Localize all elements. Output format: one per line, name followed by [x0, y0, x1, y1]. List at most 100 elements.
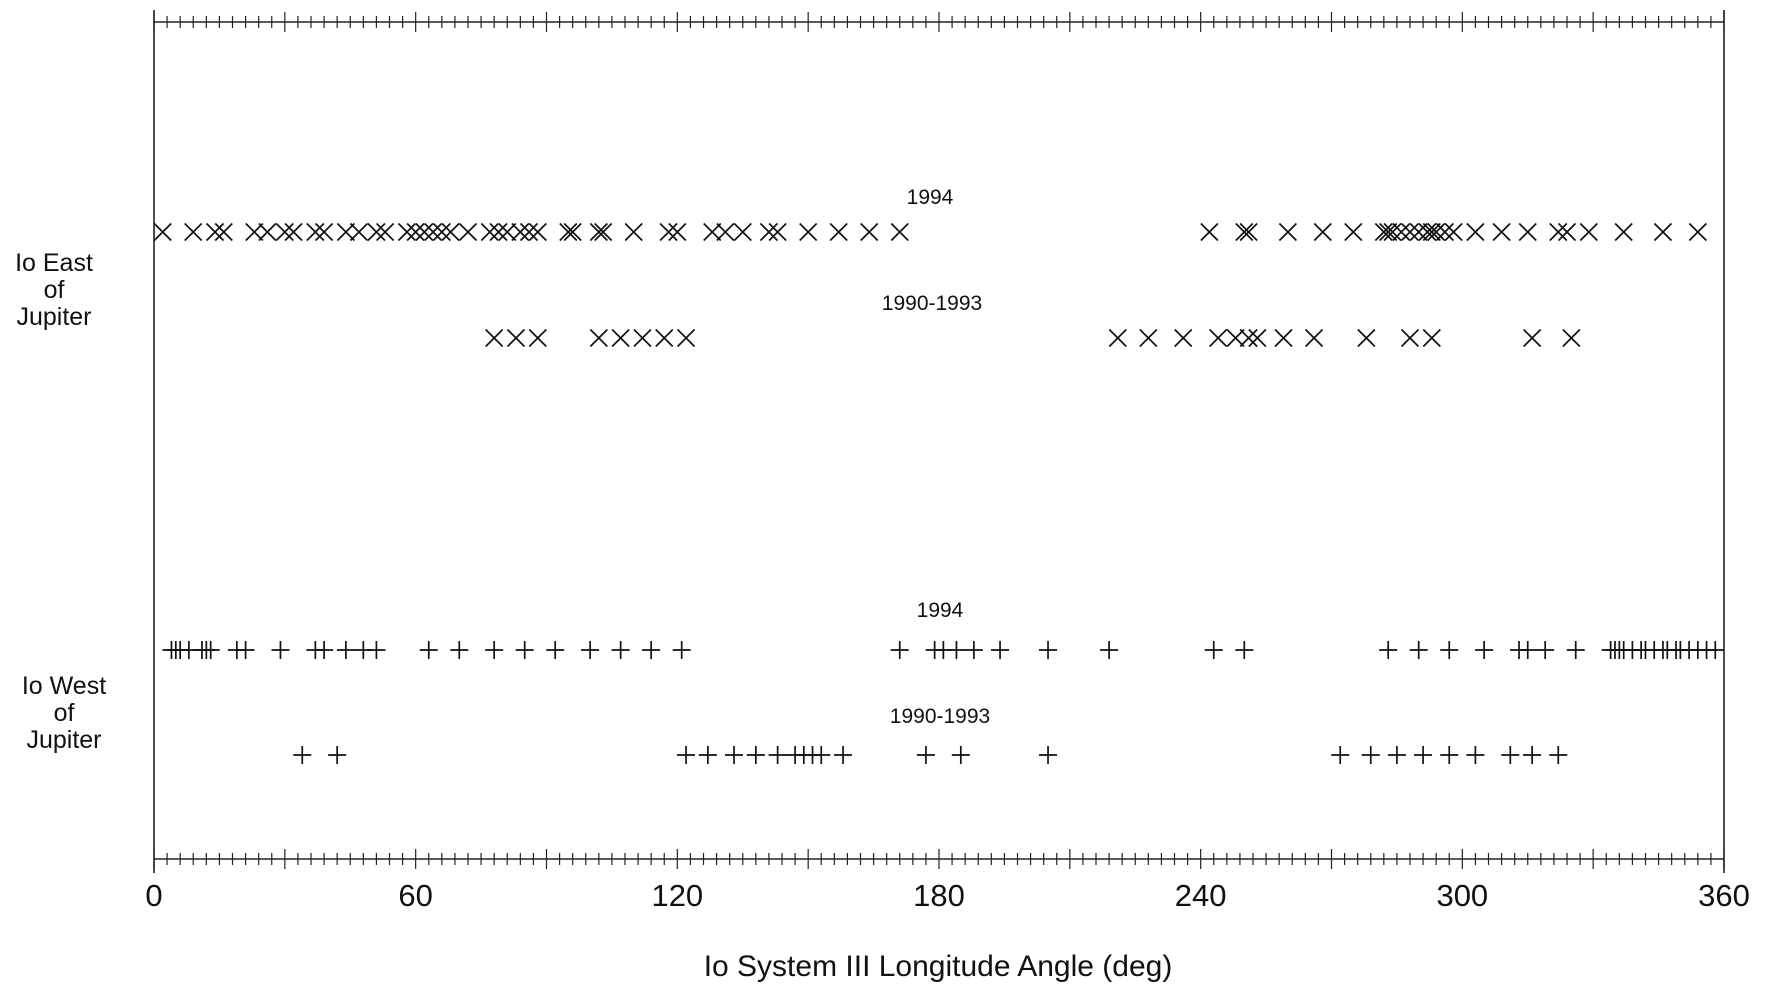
plus-marker [812, 746, 831, 764]
x-marker [432, 222, 451, 242]
x-axis-label: Io System III Longitude Angle (deg) [704, 950, 1173, 983]
x-marker [624, 222, 643, 242]
x-marker [589, 222, 608, 242]
series-label: 1994 [917, 599, 964, 622]
x-tick-label: 360 [1698, 878, 1750, 913]
x-marker [829, 222, 848, 242]
plus-marker [1387, 746, 1406, 764]
series-west-1990-1993 [293, 746, 1568, 764]
plus-marker [1518, 641, 1537, 659]
x-marker [890, 222, 909, 242]
plus-marker [1440, 641, 1459, 659]
plus-marker [328, 746, 347, 764]
x-marker [668, 222, 687, 242]
x-tick-labels: 0 60 120 180 240 300 360 [145, 878, 1749, 913]
x-marker [676, 328, 696, 348]
x-marker [563, 222, 582, 242]
axis-ticks [153, 12, 1725, 869]
side-label-west: Io West of Jupiter [5, 673, 123, 754]
plus-marker [1501, 746, 1520, 764]
x-marker [528, 328, 547, 348]
plus-marker [1235, 641, 1254, 659]
x-marker [184, 222, 203, 242]
x-marker [1344, 222, 1363, 242]
x-marker [1418, 222, 1437, 242]
x-marker [1274, 328, 1293, 348]
x-marker [1549, 222, 1568, 242]
series-label: 1990-1993 [882, 292, 982, 315]
x-marker [1614, 222, 1633, 242]
x-marker [1357, 328, 1376, 348]
x-marker [397, 222, 417, 242]
plus-marker [1039, 746, 1058, 764]
plus-marker [1409, 641, 1428, 659]
plus-marker [1566, 641, 1585, 659]
x-marker [733, 222, 752, 242]
x-marker [633, 328, 652, 348]
plus-marker [450, 641, 469, 659]
plus-marker [485, 641, 504, 659]
x-marker [1304, 328, 1324, 348]
x-tick-label: 180 [913, 878, 965, 913]
plus-marker [201, 641, 220, 659]
x-marker [349, 222, 369, 242]
x-marker [1579, 222, 1598, 242]
x-marker [1374, 222, 1393, 242]
plus-marker [1204, 641, 1223, 659]
x-marker [1313, 222, 1332, 242]
x-marker [1444, 222, 1463, 242]
x-marker [1688, 222, 1707, 242]
x-tick-label: 240 [1175, 878, 1227, 913]
x-marker [659, 222, 678, 242]
x-marker [1174, 328, 1193, 348]
x-marker [1422, 328, 1441, 348]
x-marker [860, 222, 879, 242]
side-label-east: Io East of Jupiter [0, 250, 108, 331]
x-marker [258, 222, 277, 242]
x-marker [1518, 222, 1537, 242]
x-marker [1422, 222, 1441, 242]
plus-marker [1706, 641, 1725, 659]
plus-marker [1549, 746, 1568, 764]
x-marker [153, 222, 172, 242]
x-marker [1492, 222, 1511, 242]
plus-marker [1361, 746, 1380, 764]
x-marker [611, 328, 630, 348]
x-marker [703, 222, 722, 242]
series-west-1994 [162, 641, 1725, 659]
plus-marker [1039, 641, 1058, 659]
plus-marker [677, 746, 696, 764]
x-tick-label: 120 [651, 878, 703, 913]
series-labels: 1994 1990-1993 1994 1990-1993 [882, 186, 990, 728]
x-marker [205, 222, 225, 242]
x-marker [589, 328, 608, 348]
side-label-east-line-1: Io East [15, 249, 93, 277]
plus-marker [768, 746, 787, 764]
x-marker [314, 222, 334, 242]
x-marker [1379, 222, 1398, 242]
x-marker [511, 222, 530, 242]
plus-marker [315, 641, 334, 659]
x-marker [406, 222, 425, 242]
x-marker [1226, 328, 1245, 348]
plus-marker [1466, 746, 1485, 764]
plus-marker [546, 641, 565, 659]
series-east-1994 [153, 222, 1707, 242]
x-marker [759, 222, 779, 242]
x-marker [506, 328, 526, 348]
x-marker [1108, 328, 1127, 348]
plus-marker [1414, 746, 1433, 764]
plus-marker [916, 746, 935, 764]
x-marker [1400, 328, 1420, 348]
plus-marker [1331, 746, 1350, 764]
plus-marker [271, 641, 290, 659]
plus-marker [1440, 746, 1459, 764]
x-marker [441, 222, 460, 242]
x-marker [415, 222, 434, 242]
series-east-1990-1993 [485, 328, 1581, 348]
x-marker [1653, 222, 1673, 242]
x-marker [1248, 328, 1267, 348]
x-tick-label: 300 [1436, 878, 1488, 913]
x-marker [1435, 222, 1454, 242]
